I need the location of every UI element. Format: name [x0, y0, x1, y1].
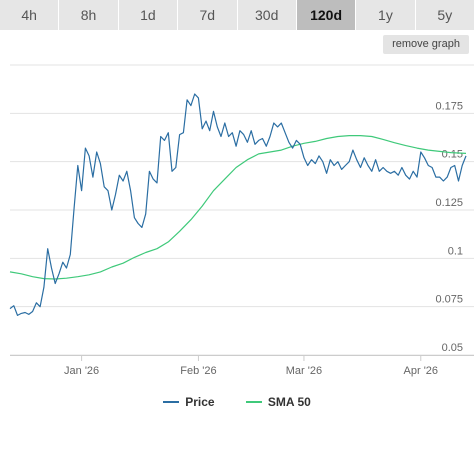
series-line-sma-50 — [9, 135, 467, 280]
x-tick-label: Feb '26 — [180, 365, 216, 377]
legend-label-sma50: SMA 50 — [267, 395, 311, 409]
timeframe-tabs: 4h 8h 1d 7d 30d 120d 1y 5y — [0, 0, 474, 30]
legend-item-sma50[interactable]: SMA 50 — [245, 395, 311, 409]
tab-1y[interactable]: 1y — [356, 0, 416, 30]
legend-swatch-sma50 — [245, 401, 262, 403]
tab-8h[interactable]: 8h — [59, 0, 119, 30]
x-tick-label: Mar '26 — [286, 365, 322, 377]
legend-item-price[interactable]: Price — [163, 395, 215, 409]
tab-120d[interactable]: 120d — [296, 0, 357, 30]
legend-label-price: Price — [185, 395, 215, 409]
grid-lines — [10, 64, 474, 356]
tab-1d[interactable]: 1d — [118, 0, 179, 30]
tab-4h[interactable]: 4h — [0, 0, 60, 30]
y-tick-label: 0.125 — [435, 197, 463, 209]
y-tick-label: 0.075 — [435, 294, 463, 306]
series-line-price — [9, 93, 467, 316]
tab-7d[interactable]: 7d — [178, 0, 238, 30]
chart-legend: Price SMA 50 — [0, 392, 474, 412]
x-tick-label: Apr '26 — [404, 365, 439, 377]
y-tick-label: 0.05 — [442, 342, 463, 354]
y-tick-label: 0.15 — [442, 149, 463, 161]
y-tick-label: 0.1 — [448, 245, 463, 257]
y-axis: 0.05 0.075 0.1 0.125 0.15 0.175 — [435, 100, 463, 354]
remove-graph-button[interactable]: remove graph — [383, 35, 469, 54]
x-tick-label: Jan '26 — [64, 365, 99, 377]
series-lines — [9, 93, 467, 316]
price-chart: Jan '26 Feb '26 Mar '26 Apr '26 0.050.0750.… — [9, 64, 474, 377]
y-tick-label: 0.175 — [435, 100, 463, 112]
tab-5y[interactable]: 5y — [415, 0, 474, 30]
tab-30d[interactable]: 30d — [237, 0, 297, 30]
legend-swatch-price — [163, 401, 180, 403]
x-axis: Jan '26 Feb '26 Mar '26 Apr '26 — [10, 355, 474, 377]
